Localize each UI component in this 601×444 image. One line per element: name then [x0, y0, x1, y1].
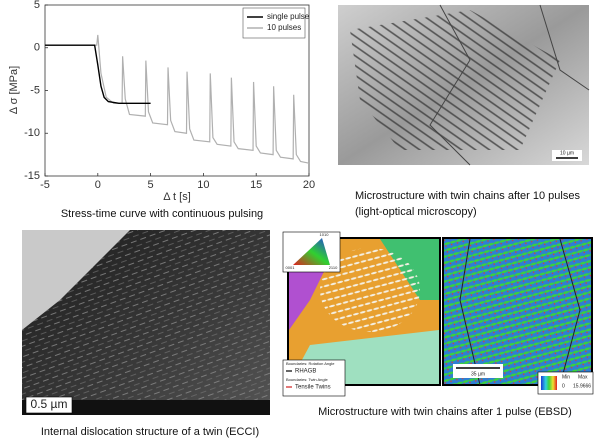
boundary-legend: [282, 359, 346, 397]
kam-map: [442, 237, 593, 386]
data-line: [45, 34, 310, 164]
twins: [320, 248, 420, 332]
ebsd-maps: 0001 2110 1010 Boundaries: Rotation Angl…: [282, 231, 594, 397]
legend-label: single pulse: [267, 12, 310, 21]
y-tick-label: 5: [34, 0, 40, 11]
scale-bar-box: [25, 396, 73, 414]
x-tick-label: 20: [303, 179, 315, 191]
x-tick-label: 15: [250, 179, 262, 191]
color-scale-value: 0: [562, 383, 565, 389]
color-scale-value: 15.9666: [573, 383, 591, 389]
data-line: [45, 44, 151, 105]
legend-box: [242, 7, 306, 39]
caption: Microstructure with twin chains after 10…: [355, 190, 580, 202]
scale-bar-label: 10 µm: [560, 150, 574, 156]
x-axis-label: Δ t [s]: [163, 191, 191, 203]
scale-bar-label: 35 µm: [471, 371, 485, 377]
ecci-micrograph: 0.5 µm: [22, 230, 270, 415]
legend-label: RHAGB: [295, 369, 316, 375]
optical-micrograph: 10 µm: [338, 4, 590, 166]
color-scale-label: Min: [562, 374, 570, 380]
scale-bar-label: 0.5 µm: [31, 397, 68, 411]
grain-boundary: [459, 238, 481, 386]
ipf-label: 0001: [286, 265, 296, 270]
color-scale-label: Max: [578, 374, 588, 380]
x-tick-label: 5: [148, 179, 154, 191]
ipf-label: 1010: [320, 232, 330, 237]
grain-boundary: [429, 4, 471, 166]
caption: (light-optical microscopy): [355, 206, 477, 218]
y-axis-label: Δ σ [MPa]: [8, 66, 20, 114]
color-bar: [541, 376, 557, 390]
ipf-label: 2110: [329, 265, 338, 270]
x-tick-label: 10: [197, 179, 209, 191]
legend-label: 10 pulses: [267, 23, 301, 32]
dislocations: [22, 230, 270, 400]
grain-boundary: [559, 238, 581, 386]
legend-heading: Boundaries: Rotation Angle: [286, 361, 335, 366]
y-tick-label: -5: [30, 84, 40, 96]
info-bar: [22, 400, 270, 415]
legend-heading: Boundaries: Twin Angle: [286, 377, 329, 382]
y-tick-label: -15: [24, 170, 40, 182]
legend-label: Tensile Twins: [295, 385, 331, 391]
caption: Stress-time curve with continuous pulsin…: [61, 208, 263, 220]
x-tick-label: 0: [95, 179, 101, 191]
ipf-triangle: [293, 238, 330, 265]
y-tick-label: 0: [34, 42, 40, 54]
caption: Internal dislocation structure of a twin…: [41, 426, 259, 438]
scale-bar-box: [552, 150, 582, 161]
stress-time-chart: Δ σ [MPa] Δ t [s] -5 0 5 10 15 20 -15 -10 -5 0 5 si…: [8, 0, 315, 203]
matrix-region: [22, 230, 130, 330]
caption: Microstructure with twin chains after 1 …: [318, 406, 572, 418]
y-tick-label: -10: [24, 127, 40, 139]
grain-boundary: [539, 4, 590, 91]
twin-chains: [350, 10, 560, 150]
x-tick-label: -5: [40, 179, 50, 191]
